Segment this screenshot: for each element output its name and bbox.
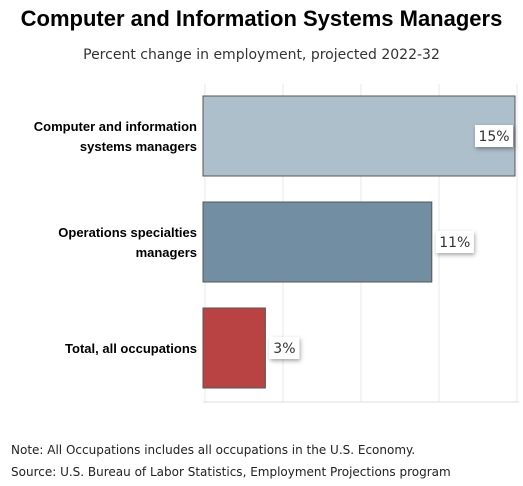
data-label-1: 11% [435, 231, 474, 253]
category-label-0-0: Computer and information [34, 119, 197, 134]
category-label-1-0: Operations specialties [58, 225, 197, 240]
bar-1 [202, 201, 433, 283]
chart-source: Source: U.S. Bureau of Labor Statistics,… [11, 465, 451, 479]
bar-0 [202, 95, 516, 177]
data-label-text: 3% [273, 341, 295, 357]
data-label-box [435, 231, 474, 253]
category-label-1-1: managers [136, 245, 197, 260]
data-label-2: 3% [269, 337, 300, 359]
data-label-text: 11% [439, 235, 470, 251]
chart-subtitle: Percent change in employment, projected … [83, 47, 440, 63]
bar-2 [202, 307, 266, 389]
chart-title: Computer and Information Systems Manager… [20, 6, 503, 31]
data-label-text: 15% [478, 129, 509, 145]
chart-note: Note: All Occupations includes all occup… [11, 443, 416, 457]
data-label-0: 15% [475, 125, 513, 147]
data-label-box [269, 337, 300, 359]
category-label-0-1: systems managers [80, 139, 197, 154]
category-label-2-0: Total, all occupations [65, 341, 197, 356]
data-label-box [475, 125, 513, 147]
